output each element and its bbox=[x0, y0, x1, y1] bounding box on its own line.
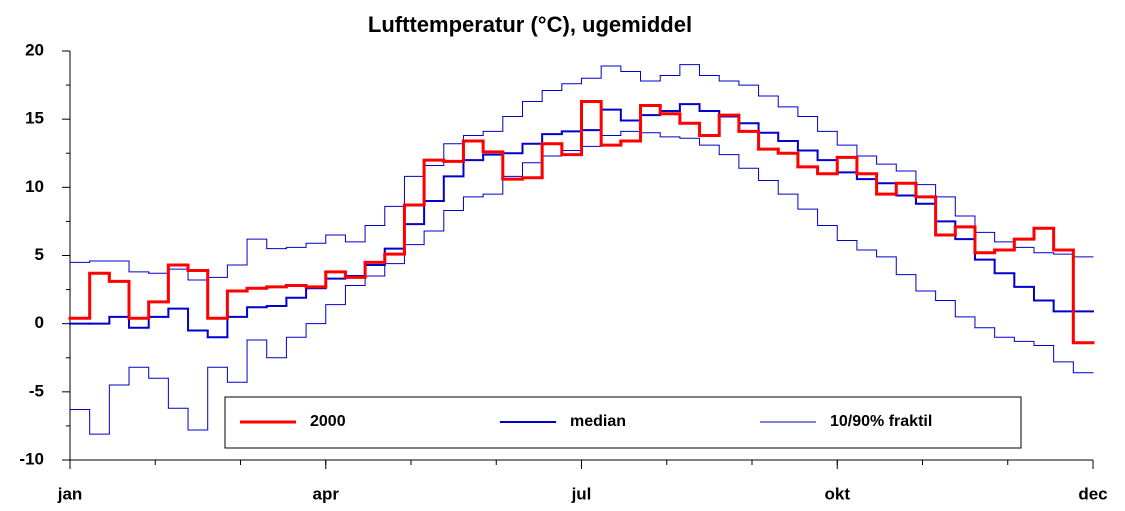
y-tick-label: 5 bbox=[35, 245, 44, 264]
y-tick-label: 10 bbox=[25, 177, 44, 196]
y-tick-label: 0 bbox=[35, 313, 44, 332]
x-tick-label: jan bbox=[57, 484, 83, 503]
y-tick-label: 15 bbox=[25, 109, 44, 128]
legend-label: median bbox=[570, 413, 626, 430]
chart-title: Lufttemperatur (°C), ugemiddel bbox=[368, 12, 692, 37]
legend-label: 10/90% fraktil bbox=[830, 413, 932, 430]
y-tick-label: 20 bbox=[25, 40, 44, 59]
y-tick-label: -10 bbox=[19, 449, 44, 468]
x-tick-label: apr bbox=[313, 484, 340, 503]
x-tick-label: dec bbox=[1078, 484, 1107, 503]
step-riser bbox=[89, 64, 1074, 281]
step-riser bbox=[88, 101, 1075, 343]
step-riser bbox=[89, 131, 1074, 435]
x-tick-label: jul bbox=[571, 484, 592, 503]
x-tick-label: okt bbox=[825, 484, 851, 503]
y-tick-label: -5 bbox=[29, 381, 44, 400]
legend-box bbox=[224, 396, 1022, 449]
legend-label: 2000 bbox=[310, 413, 346, 430]
